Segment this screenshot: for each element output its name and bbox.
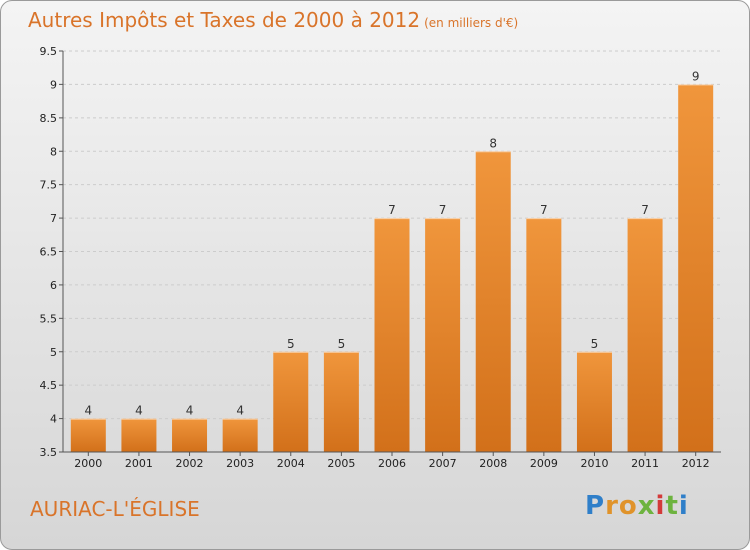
proxiti-logo: Proxiti	[585, 491, 689, 521]
bar-2005	[323, 351, 359, 452]
x-tick-label: 2000	[74, 457, 102, 470]
data-label: 7	[641, 203, 649, 217]
y-tick-label: 8	[50, 145, 57, 158]
data-label: 4	[236, 404, 244, 418]
bar-2006	[374, 218, 410, 452]
data-label: 9	[692, 69, 700, 83]
y-tick-label: 8.5	[40, 112, 58, 125]
bar-2000	[70, 418, 106, 452]
y-tick-label: 5.5	[40, 312, 58, 325]
y-tick-label: 4	[50, 413, 57, 426]
x-tick-label: 2009	[530, 457, 558, 470]
data-label: 4	[186, 404, 194, 418]
chart-title: Autres Impôts et Taxes de 2000 à 2012 (en…	[28, 8, 519, 32]
x-tick-label: 2005	[327, 457, 355, 470]
bar-2011	[627, 218, 663, 452]
x-tick-label: 2008	[479, 457, 507, 470]
bar-2004	[273, 351, 309, 452]
y-tick-label: 4.5	[40, 379, 58, 392]
bar-2010	[576, 351, 612, 452]
x-tick-label: 2007	[429, 457, 457, 470]
y-tick-label: 6.5	[40, 246, 58, 259]
bar-2002	[172, 418, 208, 452]
data-label: 7	[439, 203, 447, 217]
data-label: 7	[540, 203, 548, 217]
chart-unit: (en milliers d'€)	[424, 16, 519, 30]
data-label: 8	[489, 136, 497, 150]
data-label: 5	[338, 337, 346, 351]
y-tick-label: 9.5	[40, 45, 58, 58]
x-tick-label: 2010	[580, 457, 608, 470]
y-tick-label: 7	[50, 212, 57, 225]
y-tick-label: 5	[50, 346, 57, 359]
bar-2008	[475, 151, 511, 452]
x-tick-label: 2003	[226, 457, 254, 470]
x-tick-label: 2011	[631, 457, 659, 470]
y-tick-label: 3.5	[40, 446, 58, 459]
commune-name: AURIAC-L'ÉGLISE	[30, 497, 200, 521]
data-label: 7	[388, 203, 396, 217]
bar-2009	[526, 218, 562, 452]
y-tick-label: 7.5	[40, 179, 58, 192]
bar-2012	[678, 84, 714, 453]
x-tick-label: 2006	[378, 457, 406, 470]
bar-2003	[222, 418, 258, 452]
bar-2007	[425, 218, 461, 452]
x-tick-label: 2012	[682, 457, 710, 470]
data-label: 4	[84, 404, 92, 418]
y-tick-label: 6	[50, 279, 57, 292]
data-label: 4	[135, 404, 143, 418]
x-tick-label: 2001	[125, 457, 153, 470]
data-label: 5	[591, 337, 599, 351]
bar-2001	[121, 418, 157, 452]
x-tick-label: 2002	[176, 457, 204, 470]
data-label: 5	[287, 337, 295, 351]
y-tick-label: 9	[50, 78, 57, 91]
x-tick-label: 2004	[277, 457, 305, 470]
